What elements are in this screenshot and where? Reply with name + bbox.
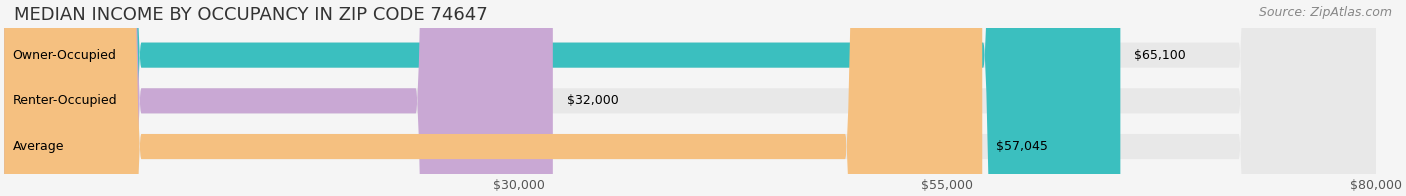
FancyBboxPatch shape <box>4 0 1376 196</box>
Text: $32,000: $32,000 <box>567 94 619 107</box>
FancyBboxPatch shape <box>4 0 553 196</box>
Text: $57,045: $57,045 <box>995 140 1047 153</box>
FancyBboxPatch shape <box>4 0 1376 196</box>
FancyBboxPatch shape <box>4 0 1376 196</box>
Text: Renter-Occupied: Renter-Occupied <box>13 94 117 107</box>
FancyBboxPatch shape <box>4 0 983 196</box>
Text: MEDIAN INCOME BY OCCUPANCY IN ZIP CODE 74647: MEDIAN INCOME BY OCCUPANCY IN ZIP CODE 7… <box>14 6 488 24</box>
FancyBboxPatch shape <box>4 0 1121 196</box>
Text: Average: Average <box>13 140 65 153</box>
Text: Owner-Occupied: Owner-Occupied <box>13 49 117 62</box>
Text: $65,100: $65,100 <box>1135 49 1185 62</box>
Text: Source: ZipAtlas.com: Source: ZipAtlas.com <box>1258 6 1392 19</box>
